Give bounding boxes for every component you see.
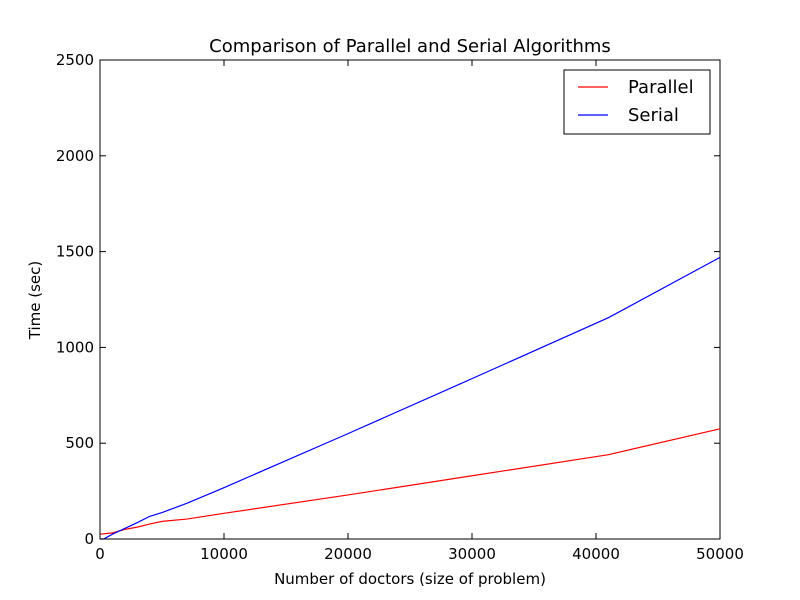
series-line-serial	[100, 256, 721, 540]
y-tick-label: 1500	[56, 243, 94, 261]
y-tick-label: 1000	[56, 338, 94, 356]
tick-layer: 0 10000 20000 30000 40000 50000 0 500 1000 1500 20…	[56, 51, 744, 563]
legend-label-parallel: Parallel	[628, 77, 694, 98]
y-axis-label: Time (sec)	[26, 261, 44, 340]
x-tick-label: 10000	[200, 545, 248, 563]
y-tick-label: 0	[84, 530, 94, 548]
x-tick-label: 0	[95, 545, 105, 563]
x-axis-label: Number of doctors (size of problem)	[274, 570, 546, 588]
x-tick-label: 50000	[696, 545, 744, 563]
x-tick-label: 30000	[448, 545, 496, 563]
y-tick-label: 500	[65, 434, 94, 452]
plot-area	[99, 59, 721, 540]
chart-title: Comparison of Parallel and Serial Algori…	[209, 36, 611, 57]
y-tick-label: 2500	[56, 51, 94, 69]
legend-box	[563, 69, 711, 135]
y-tick-label: 2000	[56, 147, 94, 165]
legend-label-serial: Serial	[628, 105, 679, 126]
legend: Parallel Serial	[563, 69, 711, 135]
x-tick-label: 20000	[324, 545, 372, 563]
x-tick-label: 40000	[572, 545, 620, 563]
series-layer	[99, 256, 721, 540]
